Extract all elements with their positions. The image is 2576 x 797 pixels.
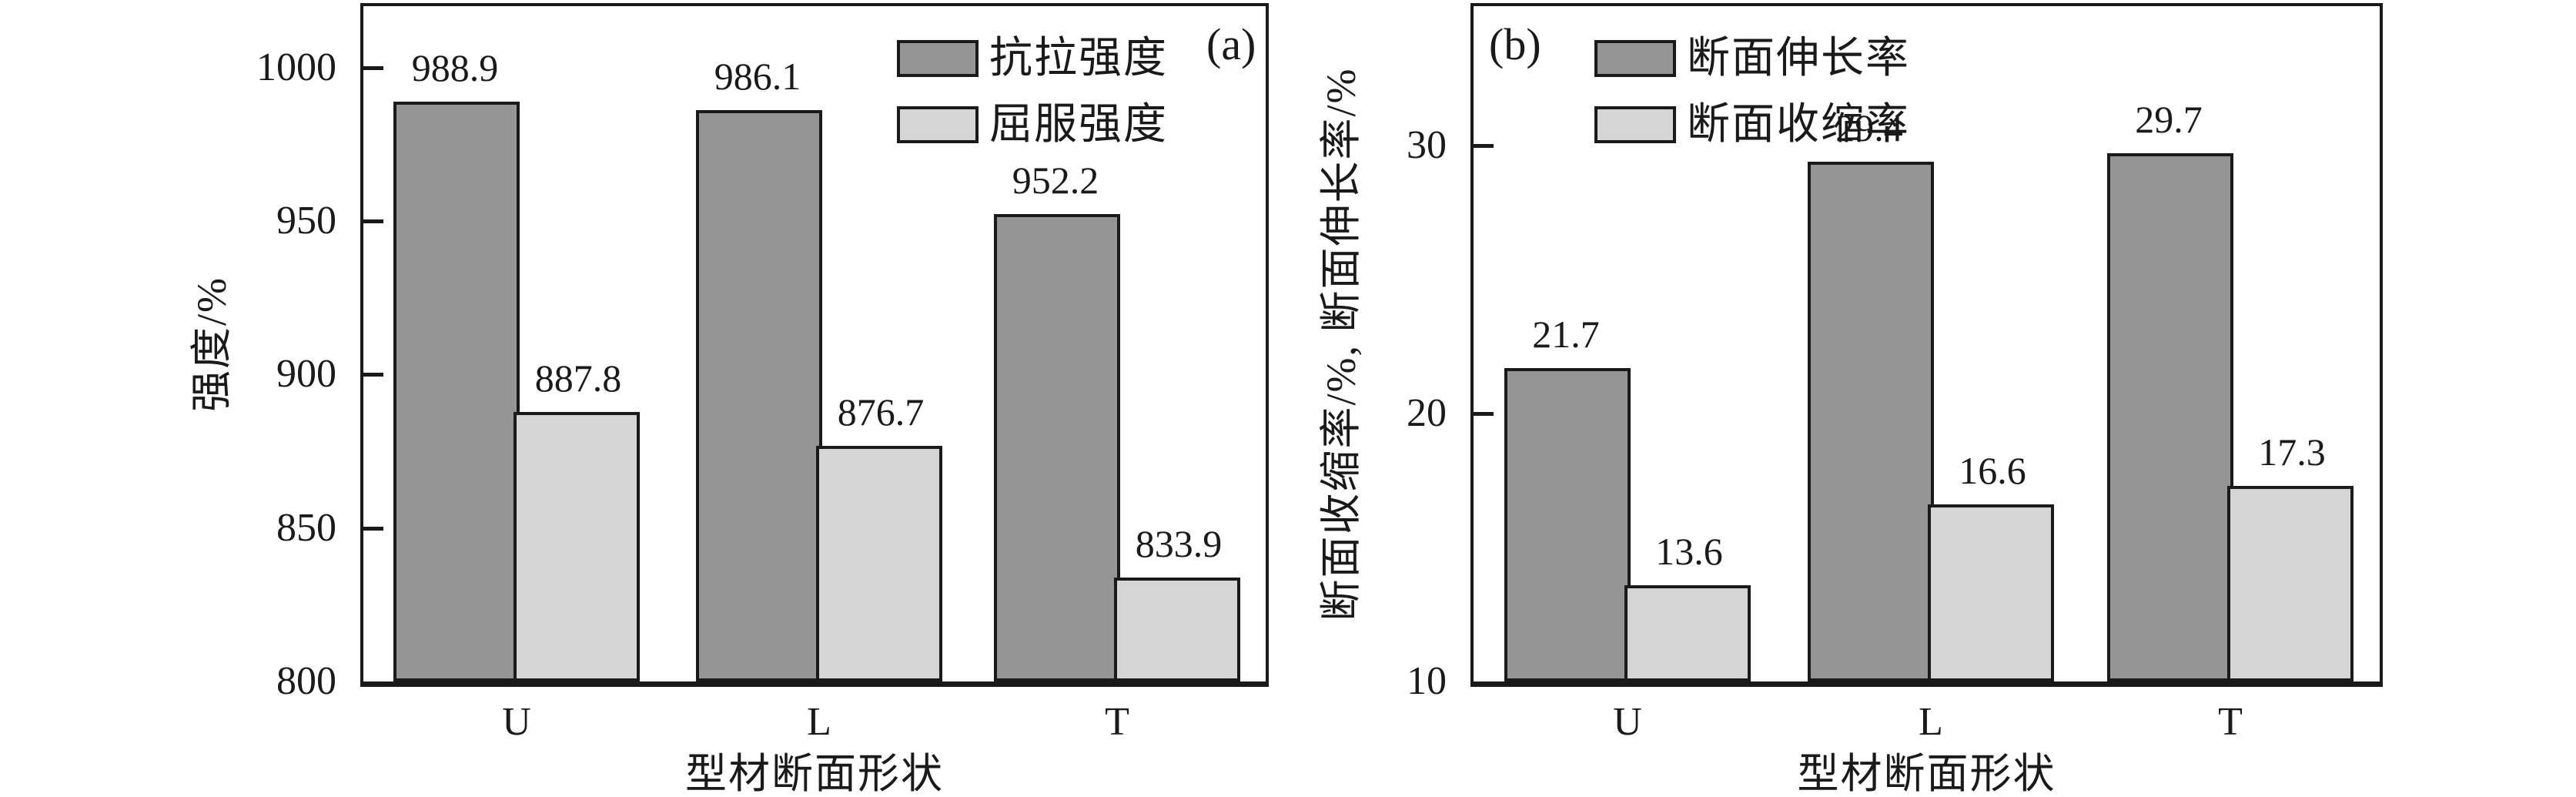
bar-value-label: 13.6 xyxy=(1655,530,1723,573)
bar-抗拉强度-T xyxy=(994,214,1120,681)
y-axis-title: 断面收缩率/%, 断面伸长率/% xyxy=(1318,67,1364,621)
legend-label-断面伸长率: 断面伸长率 xyxy=(1687,35,1910,82)
y-tick-mark xyxy=(363,373,383,377)
x-tick-label-U: U xyxy=(502,700,531,744)
y-tick-label: 10 xyxy=(1407,659,1447,703)
bar-断面伸长率-T xyxy=(2107,153,2233,681)
bar-value-label: 21.7 xyxy=(1532,313,1600,356)
plot-area-a: 800 850 900 950 1000 988.9 986.1 952.2 887.8 876.… xyxy=(189,3,1269,797)
y-tick-mark xyxy=(1474,143,1494,148)
panel-tag-b: (b) xyxy=(1489,19,1541,69)
x-tick-label-L: L xyxy=(807,700,831,744)
x-tick-label-T: T xyxy=(1105,700,1129,744)
y-tick-label: 1000 xyxy=(256,45,336,89)
legend-swatch-屈服强度 xyxy=(897,106,979,143)
y-tick-label: 950 xyxy=(276,199,336,243)
y-tick-mark xyxy=(363,219,383,224)
bar-value-label: 29.7 xyxy=(2135,98,2203,141)
y-tick-label: 900 xyxy=(276,352,336,397)
bar-断面收缩率-U xyxy=(1624,585,1751,681)
bar-断面伸长率-U xyxy=(1504,368,1631,681)
y-tick-label: 20 xyxy=(1407,390,1447,435)
panel-tag-a: (a) xyxy=(1206,19,1256,69)
plot-area-b: 10 20 30 21.7 29.4 29.7 13.6 16.6 17.3 U L T 型材断面形状 断… xyxy=(1318,3,2383,797)
y-tick-mark xyxy=(363,65,383,70)
y-tick-mark xyxy=(363,526,383,531)
bar-屈服强度-L xyxy=(816,446,942,681)
bar-断面收缩率-T xyxy=(2227,486,2354,681)
legend-label-抗拉强度: 抗拉强度 xyxy=(989,35,1168,82)
bar-value-label: 876.7 xyxy=(837,390,925,434)
bar-value-label: 988.9 xyxy=(411,46,499,89)
legend-label-屈服强度: 屈服强度 xyxy=(989,101,1168,149)
legend-swatch-断面收缩率 xyxy=(1594,106,1676,143)
bar-value-label: 986.1 xyxy=(714,55,801,98)
bar-value-label: 887.8 xyxy=(534,357,622,400)
bar-屈服强度-U xyxy=(514,412,640,681)
legend-swatch-断面伸长率 xyxy=(1594,40,1676,77)
bar-value-label: 17.3 xyxy=(2258,430,2326,474)
bar-value-label: 833.9 xyxy=(1135,522,1223,565)
bar-断面收缩率-L xyxy=(1928,504,2054,681)
x-tick-label-L: L xyxy=(1919,700,1943,744)
y-tick-label: 850 xyxy=(276,505,336,550)
y-tick-mark xyxy=(1474,411,1494,416)
bar-抗拉强度-U xyxy=(393,102,520,681)
x-tick-label-T: T xyxy=(2218,700,2243,744)
legend-label-断面收缩率: 断面收缩率 xyxy=(1687,101,1910,149)
bar-屈服强度-T xyxy=(1114,578,1240,681)
x-axis-title: 型材断面形状 xyxy=(685,751,944,797)
x-axis-title: 型材断面形状 xyxy=(1797,751,2056,797)
bar-value-label: 29.4 xyxy=(1835,106,1903,149)
bar-抗拉强度-L xyxy=(696,110,822,681)
y-tick-label: 800 xyxy=(276,659,336,703)
bar-断面伸长率-L xyxy=(1808,162,1934,681)
bar-value-label: 16.6 xyxy=(1959,449,2026,492)
legend-swatch-抗拉强度 xyxy=(897,40,979,77)
bar-value-label: 952.2 xyxy=(1012,159,1099,202)
y-tick-label: 30 xyxy=(1407,122,1447,167)
x-tick-label-U: U xyxy=(1613,700,1642,744)
